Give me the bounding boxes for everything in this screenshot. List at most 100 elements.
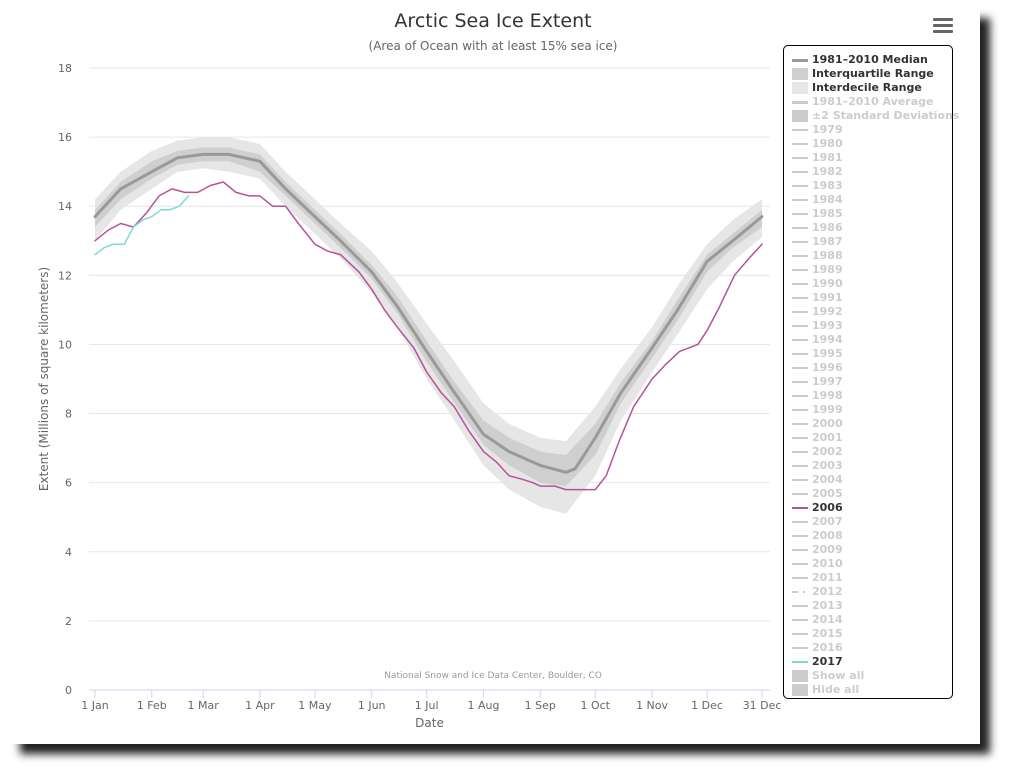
x-tick-label: 1 May [298, 699, 332, 712]
chart-subtitle: (Area of Ocean with at least 15% sea ice… [368, 39, 618, 53]
legend-label: 2001 [812, 431, 843, 444]
legend-label: 1986 [812, 221, 843, 234]
chart-legend: 1981–2010 Median Interquartile Range Inter… [783, 45, 959, 699]
legend-symbol [792, 501, 808, 515]
y-tick-label: 2 [65, 615, 72, 628]
legend-label: 1996 [812, 361, 843, 374]
legend-symbol [792, 487, 808, 501]
legend-label: 1988 [812, 249, 843, 262]
legend-label: 1994 [812, 333, 843, 346]
y-axis-title: Extent (Millions of square kilometers) [37, 267, 51, 491]
legend-label: 1984 [812, 193, 843, 206]
legend-symbol [792, 235, 808, 249]
legend-label: 2014 [812, 613, 843, 626]
legend-symbol [792, 333, 808, 347]
legend-label: 1981–2010 Average [812, 95, 934, 108]
legend-symbol [792, 445, 808, 459]
legend-label: 1991 [812, 291, 843, 304]
legend-symbol [792, 403, 808, 417]
legend-label: 1979 [812, 123, 843, 136]
x-tick-label: 1 Aug [467, 699, 499, 712]
legend-symbol [792, 291, 808, 305]
legend-symbol [792, 571, 808, 585]
legend-label: 2004 [812, 473, 843, 486]
legend-label: 2010 [812, 557, 843, 570]
legend-symbol [792, 417, 808, 431]
legend-symbol [792, 165, 808, 179]
legend-label: 1995 [812, 347, 843, 360]
legend-symbol [792, 249, 808, 263]
x-tick-label: 1 Jun [358, 699, 386, 712]
legend-symbol [792, 361, 808, 375]
legend-symbol [792, 641, 808, 655]
x-tick-label: 1 Sep [525, 699, 556, 712]
legend-label: ±2 Standard Deviations [812, 109, 960, 122]
menu-bar [933, 24, 953, 27]
legend-label: 1990 [812, 277, 843, 290]
legend-symbol [792, 123, 808, 137]
legend-symbol [792, 277, 808, 291]
legend-label: 1985 [812, 207, 843, 220]
legend-symbol [792, 557, 808, 571]
legend-symbol [792, 95, 808, 109]
y-tick-label: 8 [65, 408, 72, 421]
legend-symbol [792, 179, 808, 193]
legend-symbol [792, 221, 808, 235]
interdecile-range-band [95, 137, 762, 514]
chart-title: Arctic Sea Ice Extent [394, 10, 592, 32]
legend-label: 2008 [812, 529, 843, 542]
x-tick-label: 1 Mar [187, 699, 219, 712]
legend-symbol [792, 683, 808, 697]
legend-label: 1992 [812, 305, 843, 318]
legend-label: Hide all [812, 683, 860, 696]
legend-symbol [792, 151, 808, 165]
legend-label: 1989 [812, 263, 843, 276]
median-line [93, 152, 764, 474]
legend-symbol [792, 319, 808, 333]
legend-label: 2011 [812, 571, 843, 584]
legend-symbol [792, 347, 808, 361]
legend-symbol [792, 53, 808, 67]
legend-symbol [792, 529, 808, 543]
legend-symbol [792, 459, 808, 473]
legend-symbol [792, 193, 808, 207]
legend-symbol [792, 627, 808, 641]
x-tick-label: 1 Feb [137, 699, 167, 712]
legend-label: 2012 [812, 585, 843, 598]
legend-label: 2013 [812, 599, 843, 612]
y-tick-label: 10 [58, 338, 72, 351]
chart-credit: National Snow and Ice Data Center, Bould… [384, 671, 602, 681]
legend-symbol [792, 613, 808, 627]
hamburger-menu-icon[interactable] [933, 18, 953, 34]
x-tick-label: 31 Dec [743, 699, 782, 712]
legend-label: 2016 [812, 641, 843, 654]
x-axis-title: Date [415, 716, 444, 730]
y-tick-label: 16 [58, 131, 72, 144]
legend-symbol [792, 263, 808, 277]
legend-symbol [792, 389, 808, 403]
legend-label: 2000 [812, 417, 843, 430]
legend-label: 2017 [812, 655, 843, 668]
legend-symbol [792, 305, 808, 319]
legend-symbol [792, 431, 808, 445]
legend-label: 1980 [812, 137, 843, 150]
legend-label: 1981–2010 Median [812, 53, 928, 66]
legend-label: 2009 [812, 543, 843, 556]
menu-bar [933, 30, 953, 33]
legend-label: 1993 [812, 319, 843, 332]
legend-symbol [792, 207, 808, 221]
menu-bar [933, 18, 953, 21]
legend-label: 1997 [812, 375, 843, 388]
legend-label: 1981 [812, 151, 843, 164]
x-tick-label: 1 Jul [415, 699, 439, 712]
legend-label: 1987 [812, 235, 843, 248]
legend-symbol [792, 515, 808, 529]
legend-label: 2007 [812, 515, 843, 528]
legend-symbol [792, 599, 808, 613]
legend-label: Show all [812, 669, 865, 682]
legend-label: 1982 [812, 165, 843, 178]
y-tick-label: 14 [58, 200, 72, 213]
legend-label: 1999 [812, 403, 843, 416]
series-line-2017 [94, 195, 190, 256]
legend-symbol [792, 137, 808, 151]
